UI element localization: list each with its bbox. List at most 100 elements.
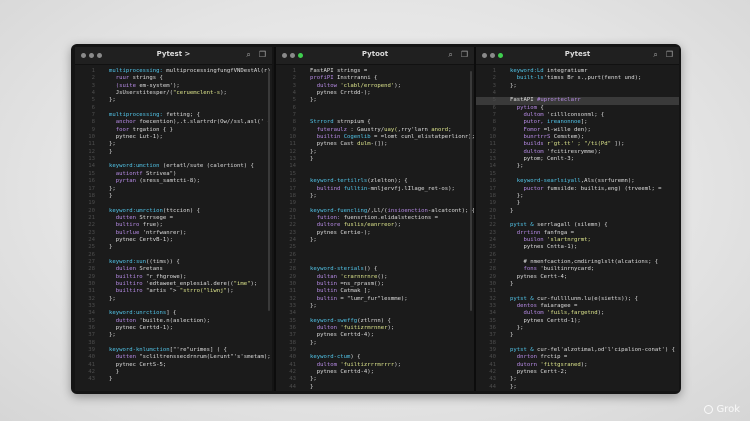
code-line[interactable]: 33: [75, 303, 272, 310]
code-line[interactable]: 42 pytnes Certtd-4);: [276, 369, 474, 376]
maximize-button[interactable]: [498, 53, 503, 58]
code-area[interactable]: 1 multiprocessing: multiprocessingfungfVN…: [75, 68, 272, 391]
code-line[interactable]: 8 Strrord strnpium {: [276, 119, 474, 126]
code-line[interactable]: 38: [75, 340, 272, 347]
code-line[interactable]: 17};: [75, 186, 272, 193]
code-line[interactable]: 18};: [276, 193, 474, 200]
code-line[interactable]: 2 ruur strings {: [75, 75, 272, 82]
minimize-button[interactable]: [89, 53, 94, 58]
code-line[interactable]: 12 dultom 'fcitiresrymme);: [476, 149, 679, 156]
code-line[interactable]: 32};: [75, 296, 272, 303]
code-line[interactable]: 3 dultow 'clabl/erropend');: [276, 83, 474, 90]
code-line[interactable]: 17 bultind fulltin-mnljervfj.lIlage_ret-…: [276, 186, 474, 193]
code-line[interactable]: 4 JsUserstitesper/("ceruemclent-s);: [75, 90, 272, 97]
code-line[interactable]: 35 keyword-sweffg (ztlrnn) {: [276, 318, 474, 325]
code-line[interactable]: 19: [75, 200, 272, 207]
code-line[interactable]: 13}: [276, 156, 474, 163]
code-line[interactable]: 6: [75, 105, 272, 112]
code-line[interactable]: 17 puctor fumsilde: builtis,eng) (trveem…: [476, 186, 679, 193]
code-line[interactable]: 26: [276, 252, 474, 259]
code-line[interactable]: 30 bultin =ns_rprasm();: [276, 281, 474, 288]
code-line[interactable]: 22 bultiro frue);: [75, 222, 272, 229]
code-line[interactable]: 12};: [276, 149, 474, 156]
code-line[interactable]: 18}: [75, 193, 272, 200]
close-button[interactable]: [81, 53, 86, 58]
code-line[interactable]: 29 pytnes Certt-4;: [476, 274, 679, 281]
minimize-button[interactable]: [490, 53, 495, 58]
code-line[interactable]: 11 pytnes Cast dulm -(]);: [276, 141, 474, 148]
code-line[interactable]: 43}: [75, 376, 272, 383]
code-line[interactable]: 35 dutton 'builte.n(aslection);: [75, 318, 272, 325]
code-line[interactable]: 23 pytnes Certie-);: [276, 230, 474, 237]
code-line[interactable]: 37};: [75, 332, 272, 339]
search-icon[interactable]: ⌕: [448, 50, 453, 59]
code-line[interactable]: 42 pytnes Certt-2;: [476, 369, 679, 376]
code-line[interactable]: 8 anchor foecention),.t.slartrdr(Ow//ssl…: [75, 119, 272, 126]
code-line[interactable]: 35 pytnes Certtd-1);: [476, 318, 679, 325]
code-line[interactable]: 15: [476, 171, 679, 178]
code-line[interactable]: 41 dutorn 'fittgsraned);: [476, 362, 679, 369]
code-line[interactable]: 2 profiPI Instrranni {: [276, 75, 474, 82]
code-line[interactable]: 24};: [276, 237, 474, 244]
code-line[interactable]: 41 pytnec CertS-5;: [75, 362, 272, 369]
code-line[interactable]: 25}: [75, 244, 272, 251]
code-line[interactable]: 29 dultan 'crarnnrnre ();: [276, 274, 474, 281]
code-line[interactable]: 24 pytnec CertvB-1);: [75, 237, 272, 244]
code-line[interactable]: 13: [75, 156, 272, 163]
code-line[interactable]: 2 built-ls'timss Br s.,purt(fennt und);: [476, 75, 679, 82]
code-line[interactable]: 24 builon 'slartnrgrmt;: [476, 237, 679, 244]
code-area[interactable]: 1 keyword:Ld integratiumr 2 built-ls'timss…: [476, 68, 679, 391]
code-line[interactable]: 5 FastAPI #uprorteclarr: [476, 97, 679, 105]
close-button[interactable]: [482, 53, 487, 58]
code-line[interactable]: 20}: [476, 208, 679, 215]
code-line[interactable]: 6 pytiom {: [476, 105, 679, 112]
code-line[interactable]: 28 keyword-sterials() {: [276, 266, 474, 273]
code-line[interactable]: 16 keyword-searlsiyall ,Als(ssrfuremn);: [476, 178, 679, 185]
code-line[interactable]: 9 futeraulz : Gaustry/uay(,rry'larn anor…: [276, 127, 474, 134]
code-line[interactable]: 1 keyword:Ld integratiumr: [476, 68, 679, 75]
code-line[interactable]: 15 autiontf Strivea"): [75, 171, 272, 178]
code-line[interactable]: 1 FastAPI strings =: [276, 68, 474, 75]
copy-icon[interactable]: ❐: [460, 50, 468, 59]
code-line[interactable]: 21: [476, 215, 679, 222]
code-line[interactable]: 42 }: [75, 369, 272, 376]
code-line[interactable]: 39 pytst & cur-fel'alzotimal,od'l'cipalio…: [476, 347, 679, 354]
code-line[interactable]: 19 }: [476, 200, 679, 207]
maximize-button[interactable]: [298, 53, 303, 58]
code-line[interactable]: 39: [276, 347, 474, 354]
code-line[interactable]: 27 keyword:sun ((tims)) {: [75, 259, 272, 266]
code-area[interactable]: 1 FastAPI strings = 2 profiPI Instrranni {3…: [276, 68, 474, 391]
code-line[interactable]: 29 builtiro "r_fhgrowe);: [75, 274, 272, 281]
code-line[interactable]: 13 pytom; Cenlt-3;: [476, 156, 679, 163]
code-line[interactable]: 14 keyword:umction (ertatl/sute (calertio…: [75, 163, 272, 170]
code-line[interactable]: 12}: [75, 149, 272, 156]
search-icon[interactable]: ⌕: [653, 50, 658, 59]
scrollbar[interactable]: [268, 71, 270, 311]
code-line[interactable]: 33};: [276, 303, 474, 310]
maximize-button[interactable]: [97, 53, 102, 58]
editor-pane-2[interactable]: Pytoot ⌕ ❐ 1 FastAPI strings = 2 profiPI Ins…: [274, 47, 474, 391]
code-line[interactable]: 28 fons 'builtinrnycard;: [476, 266, 679, 273]
code-line[interactable]: 18 };: [476, 193, 679, 200]
code-line[interactable]: 27 # nmenfcaction,cmdiringlslt(alcations…: [476, 259, 679, 266]
code-line[interactable]: 25 pytnes Cntta-1);: [476, 244, 679, 251]
code-line[interactable]: 40 keyword-ctum) {: [276, 354, 474, 361]
code-line[interactable]: 26: [75, 252, 272, 259]
code-line[interactable]: 3 (suite em-system');: [75, 83, 272, 90]
code-line[interactable]: 36 };: [476, 325, 679, 332]
code-line[interactable]: 26: [476, 252, 679, 259]
code-line[interactable]: 4 pytnes Crrtdd-);: [276, 90, 474, 97]
code-line[interactable]: 3};: [476, 83, 679, 90]
code-line[interactable]: 43};: [476, 376, 679, 383]
code-line[interactable]: 28 dulien Sretans: [75, 266, 272, 273]
code-line[interactable]: 8 putor, ireanonnoe];: [476, 119, 679, 126]
code-line[interactable]: 31 bultin Catmak ];: [276, 288, 474, 295]
code-line[interactable]: 32 pytst & cur-fullllunm.lu(e(sietts)); {: [476, 296, 679, 303]
code-line[interactable]: 34 keyword:unrctions] {: [75, 310, 272, 317]
code-line[interactable]: 41 dultom 'fuiltizrrrmrrrr);: [276, 362, 474, 369]
close-button[interactable]: [282, 53, 287, 58]
code-line[interactable]: 15: [276, 171, 474, 178]
editor-pane-3[interactable]: Pytest ⌕ ❐ 1 keyword:Ld integratiumr 2 buil…: [474, 47, 679, 391]
code-line[interactable]: 20 keyword:umrction (ttccion) {: [75, 208, 272, 215]
code-line[interactable]: 30}: [476, 281, 679, 288]
